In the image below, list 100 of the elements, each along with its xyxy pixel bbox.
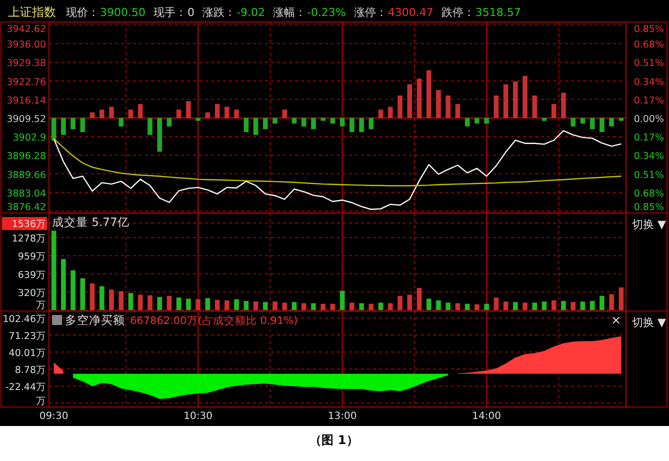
bar [320,118,326,121]
bar [148,295,152,310]
bar [359,303,364,310]
y-tick-label: 3883.04 [6,188,46,200]
y2-tick-label: 0.85% [634,24,664,35]
bar [118,291,124,310]
bar [51,118,56,140]
bar [70,270,76,310]
bar [368,304,374,310]
bar [570,118,576,126]
bar [542,118,547,121]
bar [176,298,182,310]
bar [128,293,134,310]
bar [532,302,538,310]
y2-tick-label: 0.68% [634,188,664,200]
bar [118,118,124,126]
text: 3518.57 [475,6,521,19]
bar [148,118,152,135]
y-tick-label: 102.46万 [2,314,46,325]
y-tick-label: 3889.66 [6,170,46,181]
y-tick-label: 40.01万 [8,348,46,359]
text: 0 [188,6,194,19]
y-tick-label: 3902.9 [12,132,46,144]
bar [186,101,191,118]
bar [503,302,508,310]
bar [196,299,200,310]
bar [580,118,586,124]
y2-tick-label: 0.51% [634,58,664,70]
y-tick-label: 71.23万 [8,331,46,342]
bar [224,106,230,118]
y2-tick-label: 0.68% [634,40,664,51]
bar [484,304,489,310]
annotation: × [610,313,622,327]
bar [350,118,354,132]
bar [311,118,316,130]
bar [561,92,566,118]
bar [253,118,258,135]
bar [99,286,104,310]
y2-tick-label: 0.00% [634,114,664,125]
bar [109,106,114,118]
bar [446,96,450,118]
y-tick-label: 3896.28 [6,151,46,162]
bar [416,288,422,310]
y2-tick-label: 0.85% [634,202,664,213]
bar [205,112,210,118]
bar [551,104,556,118]
bar [311,303,316,310]
y2-tick-label: 0.17% [634,95,664,106]
bar [214,300,220,310]
bar [61,118,66,135]
bar [186,298,191,310]
bar [570,302,576,310]
bar [378,302,384,310]
x-tick-label: 14:00 [472,411,501,422]
bar [176,110,182,118]
bar [359,118,364,132]
bar [561,300,566,310]
bar [590,118,595,130]
bar [166,118,172,126]
bar [340,290,345,310]
bar [80,278,86,310]
y-tick-label: 3922.76 [6,76,46,88]
bar [320,304,326,310]
text: 3900.50 [100,6,146,19]
bar [436,300,441,310]
bar [416,78,422,118]
bar [282,302,288,310]
bar [464,118,470,126]
bar [474,304,480,310]
y2-tick-label: 0.34% [634,76,664,88]
text: 现手： [154,6,186,19]
line-series [53,138,622,186]
bar [464,304,470,310]
text: 切换 ▼ [632,218,666,231]
bar [455,303,460,310]
bar [51,230,56,310]
text: 跌停： [441,6,474,19]
bar [609,118,614,126]
bar [70,118,76,130]
bar [446,302,450,310]
bar [398,296,402,310]
bar [426,70,432,118]
y2-tick-label: 0.17% [634,132,664,144]
bar [542,302,547,310]
text: -0.23% [306,6,346,19]
bar [618,287,624,310]
bar [244,300,249,310]
bar [340,118,345,126]
bar [600,118,604,132]
bar [590,300,595,310]
x-tick-label: 09:30 [39,411,68,422]
bar [244,118,249,132]
y-tick-label: 1536万 [12,219,46,230]
text: 切换 ▼ [632,316,666,329]
y-tick-label: 3929.38 [6,58,46,70]
bar [128,110,134,118]
bar [532,96,538,118]
y-tick-label: 万 [36,300,46,311]
y-tick-label: 639万 [18,270,46,281]
x-tick-label: 10:30 [184,411,212,422]
